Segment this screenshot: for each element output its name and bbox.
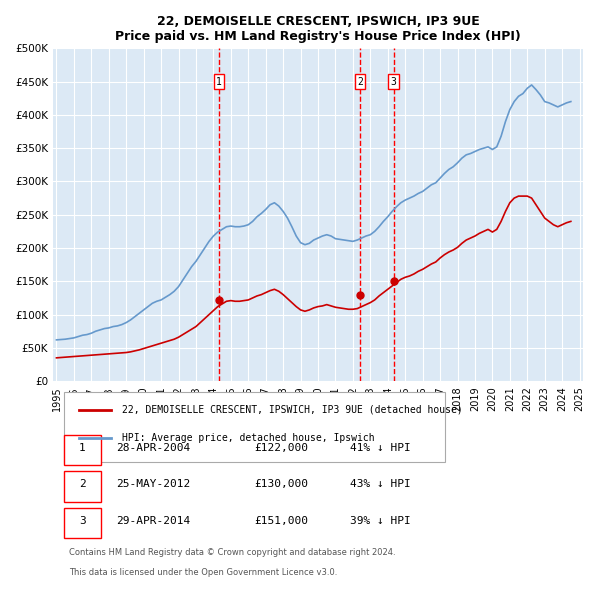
Text: 43% ↓ HPI: 43% ↓ HPI (350, 479, 410, 489)
Text: HPI: Average price, detached house, Ipswich: HPI: Average price, detached house, Ipsw… (122, 433, 374, 443)
Text: 1: 1 (79, 442, 86, 453)
Text: This data is licensed under the Open Government Licence v3.0.: This data is licensed under the Open Gov… (69, 568, 337, 577)
FancyBboxPatch shape (64, 435, 101, 465)
Text: 41% ↓ HPI: 41% ↓ HPI (350, 442, 410, 453)
FancyBboxPatch shape (64, 508, 101, 538)
Text: 2: 2 (357, 77, 363, 87)
Text: 28-APR-2004: 28-APR-2004 (116, 442, 191, 453)
Text: Contains HM Land Registry data © Crown copyright and database right 2024.: Contains HM Land Registry data © Crown c… (69, 548, 395, 556)
Title: 22, DEMOISELLE CRESCENT, IPSWICH, IP3 9UE
Price paid vs. HM Land Registry's Hous: 22, DEMOISELLE CRESCENT, IPSWICH, IP3 9U… (115, 15, 521, 43)
FancyBboxPatch shape (64, 392, 445, 462)
Text: £122,000: £122,000 (254, 442, 308, 453)
Text: 3: 3 (391, 77, 397, 87)
Text: 3: 3 (79, 516, 86, 526)
Text: £130,000: £130,000 (254, 479, 308, 489)
Text: 25-MAY-2012: 25-MAY-2012 (116, 479, 191, 489)
Text: 29-APR-2014: 29-APR-2014 (116, 516, 191, 526)
Text: £151,000: £151,000 (254, 516, 308, 526)
Text: 2: 2 (79, 479, 86, 489)
Text: 22, DEMOISELLE CRESCENT, IPSWICH, IP3 9UE (detached house): 22, DEMOISELLE CRESCENT, IPSWICH, IP3 9U… (122, 405, 463, 415)
Text: 1: 1 (216, 77, 222, 87)
Text: 39% ↓ HPI: 39% ↓ HPI (350, 516, 410, 526)
FancyBboxPatch shape (64, 471, 101, 502)
